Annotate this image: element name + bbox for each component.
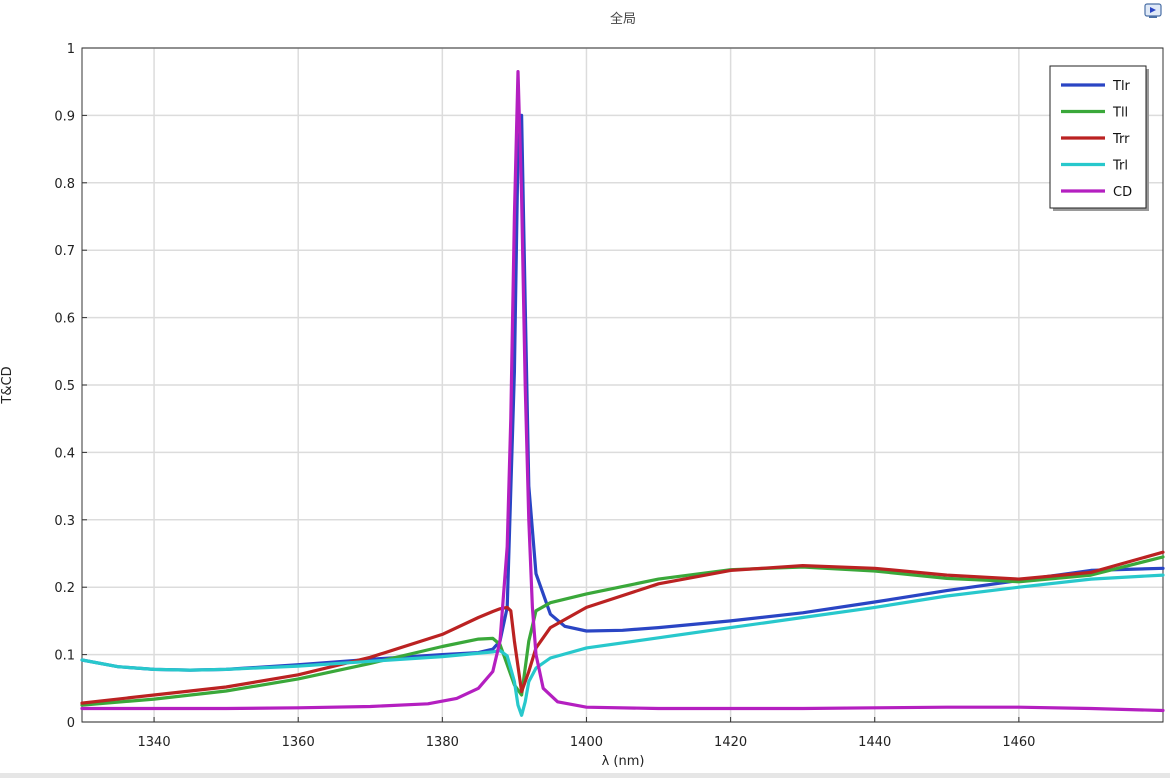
x-tick-label: 1420 bbox=[714, 735, 747, 750]
x-tick-label: 1400 bbox=[570, 735, 603, 750]
series-layer bbox=[80, 70, 1165, 717]
y-tick-label: 0.3 bbox=[54, 514, 75, 529]
series-line-trl bbox=[80, 573, 1165, 717]
series-line-trr bbox=[80, 550, 1165, 705]
x-tick-label: 1460 bbox=[1002, 735, 1035, 750]
legend-label: Trl bbox=[1112, 159, 1128, 174]
x-tick-label: 1440 bbox=[858, 735, 891, 750]
legend-label: Trr bbox=[1112, 132, 1130, 147]
legend-label: Tlr bbox=[1112, 79, 1131, 94]
series-line-tll bbox=[80, 555, 1165, 707]
y-tick-label: 0.7 bbox=[54, 244, 75, 259]
x-axis-label: λ (nm) bbox=[602, 754, 645, 769]
grid bbox=[82, 47, 1163, 723]
x-tick-label: 1340 bbox=[138, 735, 171, 750]
series-line-cd bbox=[80, 70, 1165, 713]
status-strip bbox=[0, 773, 1170, 778]
y-tick-label: 0.4 bbox=[54, 446, 75, 461]
y-tick-label: 1 bbox=[67, 42, 75, 57]
legend: Tlr Tll Trr Trl CD bbox=[1049, 65, 1149, 211]
y-tick-label: 0.8 bbox=[54, 177, 75, 192]
legend-label: Tll bbox=[1112, 106, 1128, 121]
y-tick-label: 0.2 bbox=[54, 581, 75, 596]
chart-title: 全局 bbox=[610, 11, 636, 27]
y-tick-label: 0.9 bbox=[54, 109, 75, 124]
legend-label: CD bbox=[1113, 185, 1132, 200]
x-axis: 1340 1360 1380 1400 1420 1440 1460 bbox=[138, 717, 1035, 750]
y-tick-label: 0.6 bbox=[54, 312, 75, 327]
y-tick-label: 0.5 bbox=[54, 379, 75, 394]
x-tick-label: 1380 bbox=[426, 735, 459, 750]
y-tick-label: 0.1 bbox=[54, 649, 75, 664]
y-axis: 0 0.1 0.2 0.3 0.4 0.5 0.6 0.7 0.8 0.9 1 bbox=[54, 42, 87, 731]
display-icon[interactable] bbox=[1144, 3, 1162, 19]
x-tick-label: 1360 bbox=[282, 735, 315, 750]
y-axis-label: T&CD bbox=[0, 366, 15, 404]
y-tick-label: 0 bbox=[67, 716, 75, 731]
